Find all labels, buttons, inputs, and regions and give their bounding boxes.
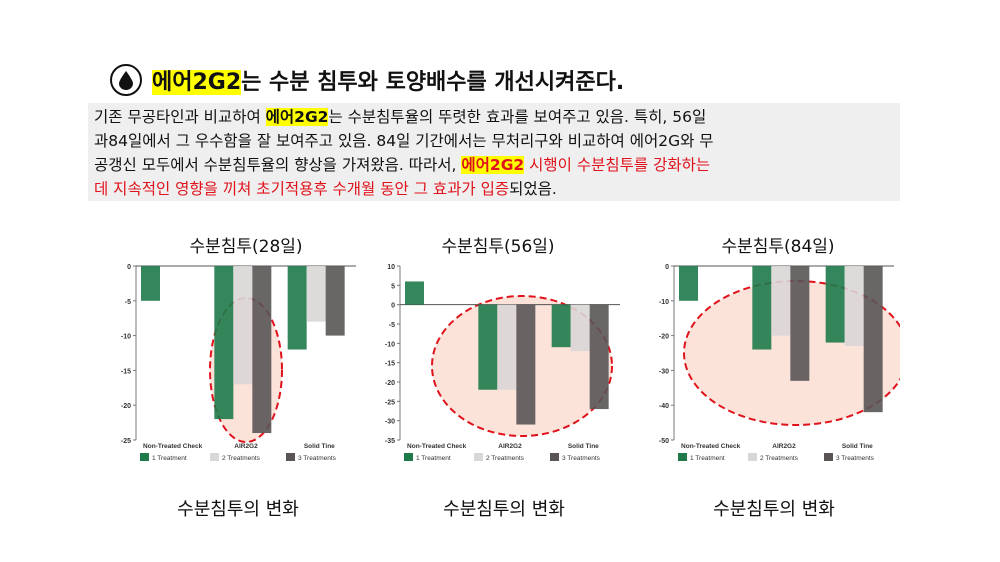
chart-caption-56: 수분침투의 변화 (443, 499, 565, 520)
description-text: 공갱신 모두에서 수분침투율의 향상을 가져왔음. 따라서, (94, 156, 462, 174)
y-tick-label: -25 (385, 399, 395, 406)
y-tick-label: -25 (121, 438, 131, 445)
bar (589, 304, 609, 410)
legend-label: 1 Treatment (690, 455, 725, 462)
bar (287, 266, 307, 350)
legend-swatch (748, 453, 757, 461)
chart-title-84: 수분침투(84일) (721, 237, 835, 257)
legend-swatch (678, 453, 687, 461)
bar (252, 266, 272, 434)
description-text: 기존 무공타인과 비교하여 (94, 108, 266, 126)
legend-label: 1 Treatment (416, 455, 451, 462)
y-tick-label: -20 (385, 380, 395, 387)
bar (844, 266, 864, 347)
bar (516, 304, 536, 425)
page-title-row: 에어2G2는 수분 침투와 토양배수를 개선시켜준다. (110, 62, 624, 98)
x-category-label: Solid Tine (842, 443, 873, 450)
description-box: 기존 무공타인과 비교하여 에어2G2는 수분침투율의 뚜렷한 효과를 보여주고… (88, 103, 900, 201)
y-tick-label: -15 (121, 368, 131, 375)
x-category-label: AIR2G2 (772, 443, 796, 450)
bar (325, 266, 345, 336)
bar (752, 266, 772, 350)
description-highlight: 에어2G2 (265, 108, 329, 126)
chart-caption-84: 수분침투의 변화 (713, 499, 835, 520)
y-tick-label: -15 (385, 361, 395, 368)
legend-swatch (404, 453, 413, 461)
x-category-label: Non-Treated Check (407, 443, 467, 450)
legend-label: 3 Treatments (562, 455, 601, 462)
y-tick-label: -30 (385, 419, 395, 426)
y-tick-label: -30 (659, 368, 669, 375)
x-category-label: Non-Treated Check (681, 443, 741, 450)
y-tick-label: 0 (391, 303, 395, 310)
description-line-4: 데 지속적인 영향을 끼쳐 초기적용후 수개월 동안 그 효과가 입증되었음. (94, 177, 894, 201)
y-tick-label: -10 (121, 334, 131, 341)
bar (863, 266, 883, 413)
legend-label: 3 Treatments (298, 455, 337, 462)
x-category-label: Solid Tine (304, 443, 335, 450)
legend-label: 3 Treatments (836, 455, 875, 462)
bar-chart-84: 0 -10 -20 -30 -40 -50 Non-Treated Check AIR2G2 S… (659, 264, 900, 462)
bar (233, 266, 253, 385)
y-tick-label: -35 (385, 438, 395, 445)
y-tick-label: -5 (389, 322, 395, 329)
description-text: 되었음. (509, 180, 557, 198)
y-tick-label: 0 (665, 264, 669, 271)
title-highlight: 에어2G2 (152, 70, 242, 95)
legend-swatch (140, 453, 149, 461)
bar (679, 266, 698, 301)
description-line-1: 기존 무공타인과 비교하여 에어2G2는 수분침투율의 뚜렷한 효과를 보여주고… (94, 105, 894, 129)
bar (141, 266, 160, 301)
bar (306, 266, 326, 322)
bar (214, 266, 234, 420)
description-text: 는 수분침투율의 뚜렷한 효과를 보여주고 있음. 특히, 56일 (328, 108, 707, 126)
page-title: 에어2G2는 수분 침투와 토양배수를 개선시켜준다. (152, 64, 624, 96)
y-tick-label: -10 (385, 341, 395, 348)
y-tick-label: -50 (659, 438, 669, 445)
description-line-3: 공갱신 모두에서 수분침투율의 향상을 가져왔음. 따라서, 에어2G2 시행이… (94, 153, 894, 177)
legend-swatch (474, 453, 483, 461)
water-drop-icon (110, 64, 142, 96)
title-text: 는 수분 침투와 토양배수를 개선시켜준다. (241, 70, 625, 95)
y-tick-label: 0 (127, 264, 131, 271)
y-tick-label: -5 (125, 299, 131, 306)
y-tick-label: -20 (121, 403, 131, 410)
bar (478, 304, 498, 390)
y-tick-label: -10 (659, 299, 669, 306)
legend-swatch (550, 453, 559, 461)
x-category-label: Non-Treated Check (143, 443, 203, 450)
x-category-label: Solid Tine (568, 443, 599, 450)
legend-swatch (824, 453, 833, 461)
legend-label: 2 Treatments (222, 455, 261, 462)
bar (771, 266, 791, 336)
chart-title-56: 수분침투(56일) (441, 237, 555, 257)
x-category-label: AIR2G2 (234, 443, 258, 450)
bar (497, 304, 517, 390)
bar-chart-28: 0 -5 -10 -15 -20 -25 Non-Treated Check AIR2G2 So… (121, 264, 356, 462)
bar (790, 266, 810, 381)
y-tick-label: -40 (659, 403, 669, 410)
description-emphasis: 시행이 수분침투를 강화하는 (524, 156, 711, 174)
bar (570, 304, 590, 352)
legend-swatch (286, 453, 295, 461)
bar (405, 281, 424, 305)
legend-label: 2 Treatments (486, 455, 525, 462)
legend-swatch (210, 453, 219, 461)
y-tick-label: 10 (387, 264, 395, 271)
x-category-label: AIR2G2 (498, 443, 522, 450)
bar (825, 266, 845, 343)
description-highlight: 에어2G2 (461, 156, 525, 174)
legend-label: 2 Treatments (760, 455, 799, 462)
legend-label: 1 Treatment (152, 455, 187, 462)
y-tick-label: 5 (391, 283, 395, 290)
bar-chart-56: 10 5 0 -5 -10 -15 -20 -25 -30 -35 Non-Treated Chec… (385, 264, 620, 462)
description-line-2: 과84일에서 그 우수함을 잘 보여주고 있음. 84일 기간에서는 무처리구와… (94, 132, 714, 150)
chart-title-28: 수분침투(28일) (189, 237, 303, 257)
description-emphasis: 데 지속적인 영향을 끼쳐 초기적용후 수개월 동안 그 효과가 입증 (94, 180, 510, 198)
bar (551, 304, 571, 348)
y-tick-label: -20 (659, 334, 669, 341)
chart-caption-28: 수분침투의 변화 (177, 499, 299, 520)
